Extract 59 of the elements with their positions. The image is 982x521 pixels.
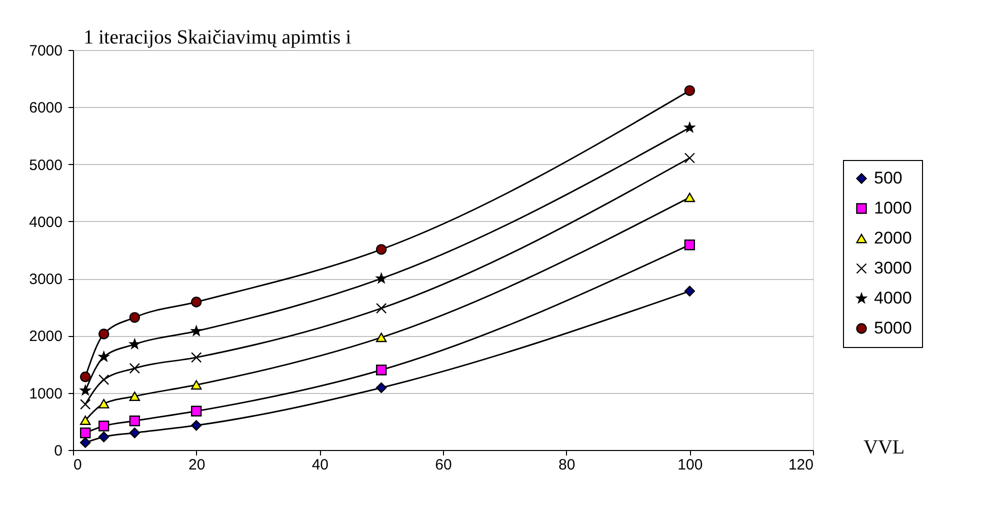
legend-label: 1000 xyxy=(874,198,912,218)
point xyxy=(376,273,386,284)
y-tick-label: 6000 xyxy=(29,100,62,117)
point xyxy=(376,382,387,394)
x-tick-label: 60 xyxy=(435,456,452,474)
legend-label: 3000 xyxy=(874,258,912,278)
point xyxy=(129,312,140,323)
point xyxy=(80,416,91,425)
point xyxy=(191,326,202,336)
point xyxy=(80,398,91,410)
point xyxy=(190,406,202,416)
legend-label: 500 xyxy=(874,168,902,188)
y-tick-label: 4000 xyxy=(29,214,62,231)
x-axis-title: VVL xyxy=(864,436,905,458)
point xyxy=(98,432,110,442)
legend-label: 5000 xyxy=(874,318,912,338)
point xyxy=(190,420,202,431)
point xyxy=(130,338,140,349)
point xyxy=(129,428,140,438)
y-tick-label: 1000 xyxy=(29,385,62,402)
point xyxy=(98,352,109,362)
point xyxy=(129,392,140,401)
point xyxy=(98,328,110,340)
point xyxy=(98,374,110,386)
point xyxy=(129,362,140,374)
point xyxy=(80,385,90,396)
x-tick-label: 80 xyxy=(558,456,576,474)
point xyxy=(684,122,695,132)
x-tick-label: 100 xyxy=(678,456,703,474)
point xyxy=(190,352,202,363)
point xyxy=(80,372,91,382)
point xyxy=(376,302,387,314)
point xyxy=(684,85,696,96)
point xyxy=(684,286,696,296)
point xyxy=(684,152,696,164)
point xyxy=(376,244,387,255)
x-tick-label: 120 xyxy=(788,456,814,474)
y-tick-label: 0 xyxy=(54,442,62,460)
point xyxy=(684,192,696,202)
point xyxy=(376,332,387,342)
x-tick-label: 40 xyxy=(312,456,329,474)
legend-label: 2000 xyxy=(874,228,912,248)
y-tick-label: 2000 xyxy=(29,328,62,346)
point xyxy=(190,296,202,308)
x-tick-label: 20 xyxy=(188,456,206,474)
point xyxy=(80,428,91,438)
point xyxy=(98,399,110,408)
point xyxy=(80,437,91,448)
point xyxy=(376,364,387,376)
y-tick-label: 7000 xyxy=(29,42,62,60)
y-tick-label: 5000 xyxy=(29,156,62,174)
legend-label: 4000 xyxy=(874,288,912,308)
point xyxy=(190,380,202,390)
y-tick-label: 3000 xyxy=(29,271,62,288)
point xyxy=(98,420,110,432)
y-axis-title: 1 iteracijos Skaičiavimų apimtis i xyxy=(84,26,352,48)
point xyxy=(684,240,696,250)
point xyxy=(129,416,140,426)
x-tick-label: 0 xyxy=(74,456,82,474)
